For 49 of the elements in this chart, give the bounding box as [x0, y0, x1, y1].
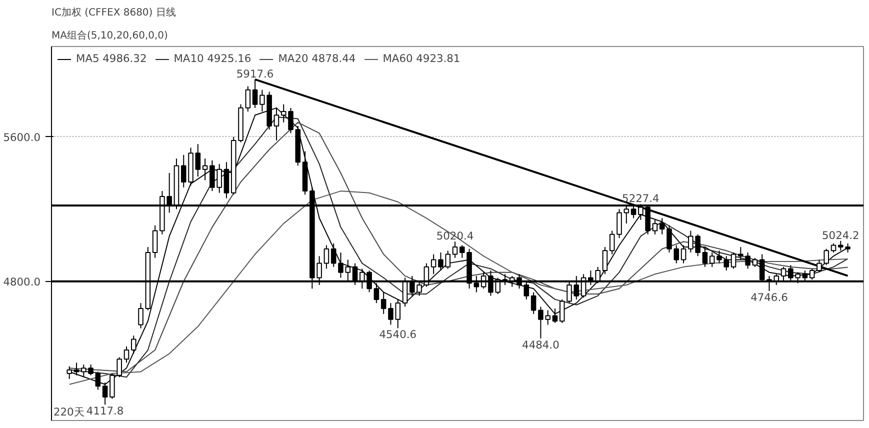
- candlestick: [124, 346, 130, 364]
- candlestick: [666, 224, 672, 253]
- annotation: 5024.2: [822, 228, 860, 242]
- legend-label: MA10 4925.16: [174, 52, 252, 65]
- y-tick-label: 5600.0: [3, 130, 41, 144]
- annotation: 5917.6: [236, 67, 274, 80]
- annotation: 5227.4: [622, 192, 660, 206]
- candlestick: [330, 242, 336, 268]
- candlestick: [224, 162, 230, 199]
- candlestick: [609, 230, 615, 255]
- chart-subtitle: MA组合(5,10,20,60,0,0): [52, 30, 168, 42]
- candlestick: [602, 246, 608, 275]
- annotation: 4117.8: [86, 404, 124, 418]
- candlestick: [130, 335, 136, 354]
- candlestick: [138, 302, 144, 329]
- candlestick: [680, 244, 686, 264]
- candlestick: [616, 208, 622, 239]
- candlestick: [838, 240, 844, 252]
- legend-label: MA5 4986.32: [76, 52, 147, 65]
- candlestick: [738, 246, 744, 260]
- candlestick: [152, 224, 158, 258]
- chart-title: IC加权 (CFFEX 8680) 日线: [52, 6, 176, 18]
- annotation: 4484.0: [522, 338, 560, 352]
- candlestick: [674, 244, 680, 264]
- annotation: 220天: [54, 406, 85, 418]
- candlestick: [552, 308, 558, 324]
- legend-label: MA60 4923.81: [382, 52, 460, 65]
- candlestick: [730, 252, 736, 270]
- candlestick: [74, 362, 80, 376]
- candlestick: [380, 292, 386, 314]
- annotation: 4540.6: [379, 328, 417, 342]
- candlestick: [752, 257, 758, 268]
- candlestick: [195, 144, 201, 178]
- y-tick-label: 4800.0: [3, 275, 41, 288]
- candlestick: [652, 219, 658, 235]
- candlestick: [530, 292, 536, 314]
- candlestick: [702, 246, 708, 268]
- candlestick: [202, 158, 208, 181]
- candlestick: [709, 252, 715, 268]
- candlestick: [245, 86, 251, 112]
- annotation: 4746.6: [750, 291, 788, 304]
- candlestick: [324, 244, 330, 270]
- candlestick: [830, 242, 836, 253]
- candlestick: [745, 252, 750, 270]
- legend-label: MA20 4878.44: [278, 52, 356, 65]
- candlestick: [659, 218, 665, 235]
- candlestick: [430, 254, 436, 275]
- candlestick: [452, 241, 458, 258]
- candlestick: [460, 244, 465, 258]
